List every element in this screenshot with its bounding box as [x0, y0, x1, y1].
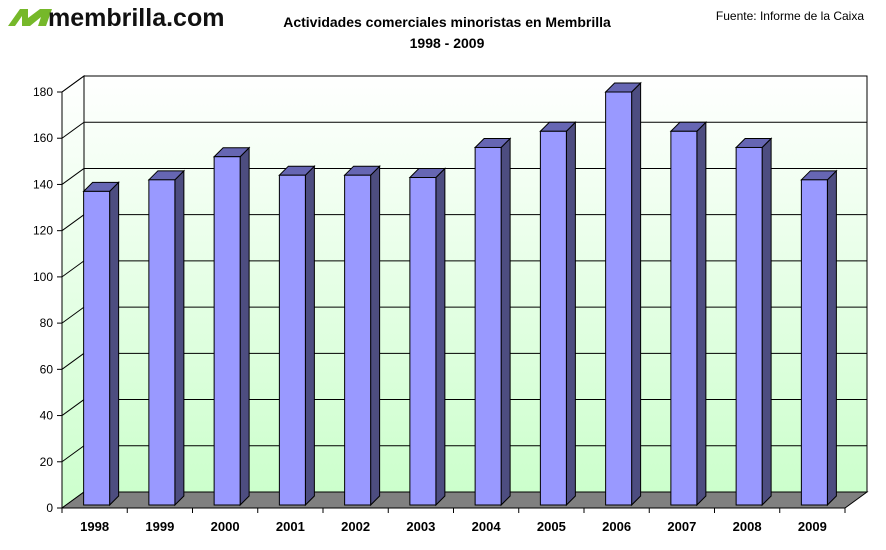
bar — [409, 177, 437, 506]
gridline-side — [61, 399, 85, 416]
bar-2006 — [604, 81, 642, 507]
gridline-side — [61, 352, 85, 370]
x-tick-label: 2008 — [733, 519, 762, 534]
y-tick-label: 120 — [33, 224, 53, 238]
bar-side — [109, 181, 120, 507]
x-tick-label: 2003 — [406, 519, 435, 534]
bar-2008 — [734, 137, 773, 507]
bar — [735, 146, 763, 506]
x-tick-label: 2009 — [798, 519, 827, 534]
bar-1998 — [82, 181, 120, 507]
bar-2004 — [473, 137, 512, 507]
bar-side — [239, 146, 250, 507]
chart-title-line1: Actividades comerciales minoristas en Me… — [283, 14, 611, 30]
x-tick-label: 2002 — [341, 519, 370, 534]
logo-swoosh — [8, 9, 52, 26]
bar-side — [500, 137, 511, 507]
site-logo: membrilla.com — [6, 2, 268, 32]
x-tick-label: 2000 — [211, 519, 240, 534]
bar-side — [304, 164, 315, 507]
y-tick-label: 60 — [40, 362, 54, 376]
gridline-side — [61, 168, 85, 185]
bar-2007 — [669, 121, 708, 507]
gridline-side — [61, 306, 85, 324]
gridline-side — [61, 260, 85, 278]
x-tick-label: 1999 — [145, 519, 174, 534]
y-tick-label: 100 — [33, 270, 53, 284]
bar — [474, 146, 502, 506]
gridline-side — [61, 214, 85, 232]
x-tick-label: 2004 — [472, 519, 502, 534]
bar-side — [435, 167, 446, 507]
bar-2009 — [800, 169, 838, 507]
x-tick-label: 2007 — [667, 519, 696, 534]
bar-side — [696, 121, 707, 507]
x-tick-label: 2005 — [537, 519, 566, 534]
bar-side — [631, 81, 642, 507]
bar-2002 — [343, 164, 381, 507]
x-tick-label: 2006 — [602, 519, 631, 534]
bar-side — [826, 169, 837, 507]
y-tick-label: 40 — [40, 409, 54, 423]
bar-2005 — [539, 121, 577, 507]
bar-2003 — [408, 167, 447, 507]
gridline-side — [61, 75, 85, 93]
bar — [83, 190, 111, 506]
bar-side — [174, 169, 185, 507]
bar — [344, 174, 372, 506]
y-tick-label: 20 — [40, 455, 54, 469]
side-wall — [61, 75, 85, 509]
bar — [148, 179, 176, 506]
chart-title-line2: 1998 - 2009 — [409, 35, 485, 51]
y-tick-label: 0 — [46, 501, 53, 515]
y-tick-label: 160 — [33, 131, 53, 145]
source-note: Fuente: Informe de la Caixa — [715, 9, 864, 23]
bar-side — [565, 121, 576, 507]
x-tick-label: 1998 — [80, 519, 109, 534]
bar-1999 — [147, 169, 186, 507]
gridline-side — [61, 445, 85, 463]
bar-side — [761, 137, 772, 507]
bar — [670, 130, 698, 506]
bar-2000 — [212, 146, 251, 507]
y-tick-label: 80 — [40, 316, 54, 330]
x-tick-label: 2001 — [276, 519, 305, 534]
bar — [278, 174, 306, 506]
bar — [213, 156, 241, 506]
y-tick-label: 140 — [33, 177, 53, 191]
bar — [539, 130, 567, 506]
bar-2001 — [278, 164, 316, 507]
y-tick-label: 180 — [33, 85, 53, 99]
logo-text: membrilla.com — [48, 4, 224, 32]
bar — [605, 91, 633, 506]
chart-title: Actividades comerciales minoristas en Me… — [262, 12, 632, 54]
bar-side — [370, 164, 381, 507]
gridline-side — [61, 121, 85, 139]
bar — [800, 179, 828, 506]
